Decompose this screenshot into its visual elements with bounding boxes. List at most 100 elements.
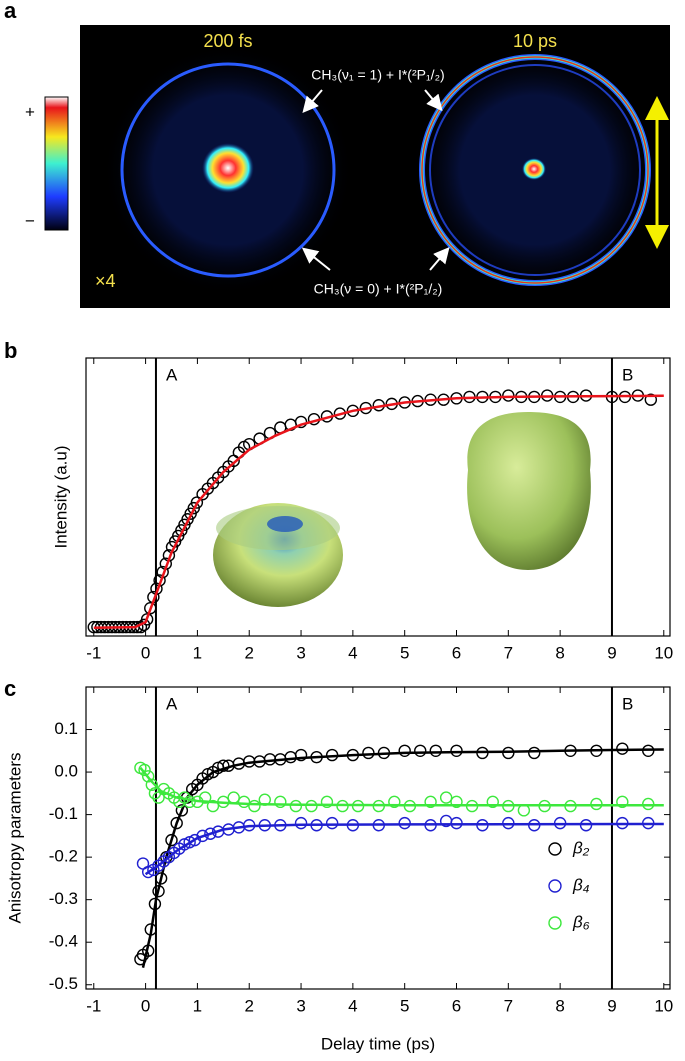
data-point xyxy=(175,804,189,817)
fit-line xyxy=(144,822,664,876)
legend-label: β₄ xyxy=(572,875,590,894)
data-point xyxy=(429,744,442,758)
data-point xyxy=(362,746,375,760)
arrow xyxy=(301,247,331,271)
legend-label: β₂ xyxy=(572,838,590,857)
data-point xyxy=(398,816,411,830)
arrow xyxy=(302,89,323,114)
x-tick-label: 10 xyxy=(654,643,673,662)
capsule-surface xyxy=(467,412,591,570)
data-point xyxy=(320,795,334,809)
data-point xyxy=(227,791,240,804)
colorbar-label: + xyxy=(25,102,35,121)
x-tick-label: 6 xyxy=(452,643,461,662)
data-point xyxy=(450,795,463,809)
data-point xyxy=(414,744,427,758)
data-point xyxy=(486,795,499,809)
panel-label: a xyxy=(4,0,17,23)
arrow xyxy=(429,246,450,271)
y-tick-label: -0.1 xyxy=(49,804,78,823)
data-point xyxy=(170,816,183,830)
data-point xyxy=(248,799,261,813)
data-point xyxy=(154,872,168,885)
legend-marker xyxy=(548,916,562,930)
data-point xyxy=(517,804,531,817)
x-tick-label: 1 xyxy=(193,643,202,662)
marker-label: B xyxy=(622,694,633,713)
x-tick-label: 1 xyxy=(193,996,202,1015)
arrow xyxy=(424,89,443,112)
x-tick-label: 7 xyxy=(504,996,513,1015)
y-tick-label: -0.5 xyxy=(49,974,78,993)
data-point xyxy=(294,748,308,762)
scale-note: ×4 xyxy=(95,271,116,291)
x-tick-label: 3 xyxy=(296,643,305,662)
y-tick-label: 0.1 xyxy=(54,719,78,738)
x-tick-label: 2 xyxy=(244,996,253,1015)
x-tick-label: 0 xyxy=(141,643,150,662)
x-tick-label: 9 xyxy=(607,996,616,1015)
torus-surface xyxy=(213,503,343,607)
data-point xyxy=(325,816,339,830)
colorbar-label: − xyxy=(25,211,35,230)
data-point xyxy=(144,602,157,615)
data-point xyxy=(204,827,217,840)
panel-label: b xyxy=(4,338,17,363)
legend-marker xyxy=(548,879,562,893)
ring xyxy=(429,64,641,276)
data-point xyxy=(141,770,155,783)
marker-label: B xyxy=(622,365,633,384)
panel-label: c xyxy=(4,676,16,701)
data-point xyxy=(196,829,209,843)
data-point xyxy=(237,795,251,809)
colorbar xyxy=(44,96,69,231)
x-tick-label: 5 xyxy=(400,643,409,662)
data-point xyxy=(206,799,220,813)
x-tick-label: 10 xyxy=(654,996,673,1015)
legend-marker xyxy=(548,842,562,856)
y-axis-label: Anisotropy parameters xyxy=(5,752,24,923)
fit-line xyxy=(139,767,664,807)
data-point xyxy=(274,795,287,809)
x-axis-label: Delay time (ps) xyxy=(321,1034,435,1053)
center-spot xyxy=(522,158,546,180)
x-tick-label: 3 xyxy=(296,996,305,1015)
x-tick-label: 0 xyxy=(141,996,150,1015)
data-point xyxy=(616,795,629,809)
marker-label: A xyxy=(166,694,178,713)
x-tick-label: -1 xyxy=(86,643,101,662)
y-axis-label: Intensity (a.u) xyxy=(51,446,70,549)
data-point xyxy=(450,744,463,758)
channel-label: CH₃(ν = 0) + I*(²P₁/₂) xyxy=(314,281,443,297)
x-tick-label: 4 xyxy=(348,996,357,1015)
x-tick-label: 8 xyxy=(555,996,564,1015)
plot-frame xyxy=(85,357,671,637)
data-point xyxy=(145,778,159,792)
data-point xyxy=(294,816,308,830)
data-point xyxy=(138,763,151,777)
image-title: 10 ps xyxy=(513,31,557,51)
data-point xyxy=(190,496,204,509)
data-point xyxy=(198,791,212,804)
marker-label: A xyxy=(166,365,178,384)
y-tick-label: 0.0 xyxy=(54,762,78,781)
data-point xyxy=(528,746,541,760)
y-tick-label: -0.4 xyxy=(49,932,78,951)
data-point xyxy=(502,389,515,402)
x-tick-label: 8 xyxy=(555,643,564,662)
image-title: 200 fs xyxy=(203,31,252,51)
ring xyxy=(120,62,336,278)
data-point xyxy=(140,613,154,626)
fit-line xyxy=(93,394,664,629)
data-point xyxy=(644,393,658,406)
data-point xyxy=(388,795,401,809)
data-point xyxy=(439,791,453,804)
x-tick-label: 2 xyxy=(244,643,253,662)
y-tick-label: -0.2 xyxy=(49,847,78,866)
x-tick-label: 9 xyxy=(607,643,616,662)
y-tick-label: -0.3 xyxy=(49,889,78,908)
data-point xyxy=(284,750,297,764)
ring xyxy=(421,56,649,284)
fit-line xyxy=(141,748,664,968)
